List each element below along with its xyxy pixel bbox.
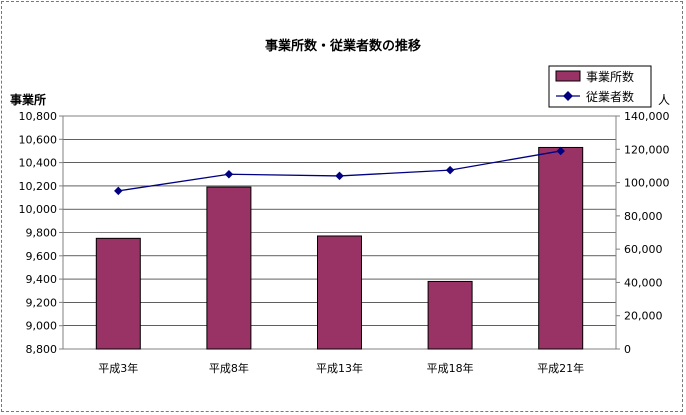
right-tick-label: 0 — [624, 343, 631, 356]
category-label: 平成13年 — [316, 361, 363, 375]
right-tick-label: 40,000 — [624, 276, 663, 289]
left-tick-label: 10,400 — [19, 157, 58, 170]
bar — [206, 186, 252, 350]
chart-title: 事業所数・従業者数の推移 — [265, 38, 421, 54]
legend-bar-label: 事業所数 — [586, 69, 634, 84]
left-tick-label: 9,000 — [26, 320, 58, 333]
right-axis-label: 人 — [658, 93, 670, 107]
bar — [538, 146, 584, 350]
right-tick-label: 60,000 — [624, 243, 663, 256]
bar-series — [95, 146, 584, 350]
right-tick-label: 100,000 — [624, 177, 670, 190]
line-point — [114, 186, 123, 196]
category-label: 平成18年 — [427, 361, 474, 375]
legend-line-label: 従業者数 — [586, 89, 634, 104]
line-path — [118, 150, 561, 192]
right-tick-label: 80,000 — [624, 210, 663, 223]
line-point — [224, 170, 234, 179]
left-tick-label: 10,600 — [19, 133, 58, 146]
right-axis-ticks: 0 20,000 40,000 60,000 80,000 100,000 120,000 1… — [616, 110, 670, 356]
right-tick-label: 140,000 — [624, 110, 670, 123]
right-tick-label: 20,000 — [624, 310, 663, 323]
legend-bar-swatch — [555, 70, 581, 82]
category-label: 平成3年 — [98, 361, 138, 375]
left-tick-label: 10,000 — [19, 203, 58, 216]
legend: 事業所数 従業者数 — [548, 65, 652, 108]
category-label: 平成21年 — [537, 361, 584, 375]
right-tick-label: 120,000 — [624, 143, 670, 156]
left-tick-label: 8,800 — [26, 343, 58, 356]
left-axis-ticks: 8,800 9,000 9,200 9,400 9,600 9,800 10,000 10,2… — [19, 110, 63, 356]
bar — [95, 237, 141, 350]
left-tick-label: 9,600 — [26, 250, 58, 263]
left-tick-label: 10,200 — [19, 180, 58, 193]
left-tick-label: 9,200 — [26, 296, 58, 309]
line-series — [114, 146, 565, 196]
left-tick-label: 9,400 — [26, 273, 58, 286]
category-labels: 平成3年 平成8年 平成13年 平成18年 平成21年 — [98, 361, 584, 375]
line-point — [445, 165, 455, 175]
line-point — [335, 171, 344, 181]
legend-line-marker — [563, 91, 573, 101]
bar — [427, 280, 473, 350]
left-tick-label: 9,800 — [26, 227, 58, 240]
bar — [317, 235, 362, 350]
category-label: 平成8年 — [209, 361, 249, 375]
left-tick-label: 10,800 — [19, 110, 58, 123]
gridlines — [63, 139, 616, 327]
left-axis-label: 事業所 — [10, 92, 46, 107]
